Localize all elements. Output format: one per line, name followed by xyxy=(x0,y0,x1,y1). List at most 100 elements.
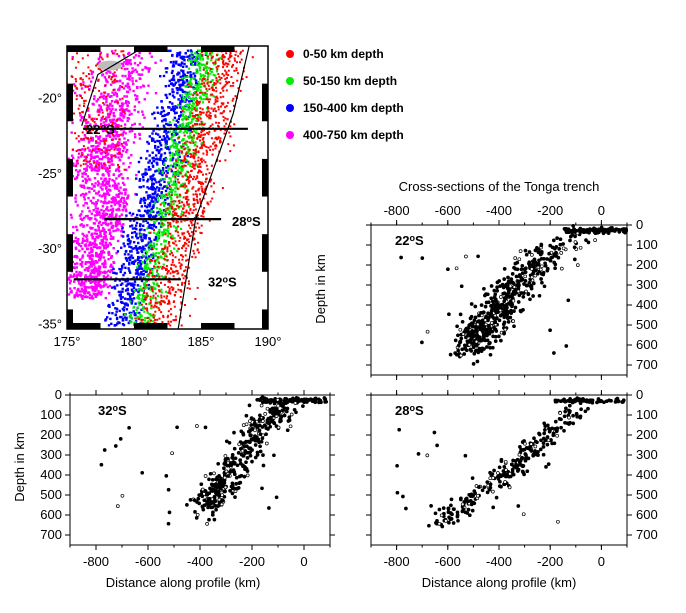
map-hypocenter xyxy=(108,284,111,288)
map-hypocenter xyxy=(162,124,166,127)
map-hypocenter xyxy=(160,256,163,259)
map-hypocenter xyxy=(185,79,188,82)
map-hypocenter xyxy=(148,209,151,212)
hypocenter-point xyxy=(506,275,510,280)
map-hypocenter xyxy=(174,187,177,190)
map-hypocenter xyxy=(93,95,96,98)
map-hypocenter xyxy=(138,298,141,301)
map-hypocenter xyxy=(167,112,170,115)
map-hypocenter xyxy=(94,207,97,210)
map-hypocenter xyxy=(95,135,98,138)
map-hypocenter xyxy=(156,318,159,321)
frame-bar-bottom xyxy=(134,323,168,329)
map-hypocenter xyxy=(180,62,184,65)
map-hypocenter xyxy=(181,165,184,168)
map-hypocenter xyxy=(166,67,169,70)
hypocenter-point xyxy=(473,304,478,309)
map-hypocenter xyxy=(114,222,118,226)
map-hypocenter xyxy=(81,57,84,60)
map-hypocenter xyxy=(194,123,196,125)
map-hypocenter xyxy=(121,74,124,78)
map-hypocenter xyxy=(93,121,96,124)
map-hypocenter xyxy=(192,86,195,89)
map-hypocenter xyxy=(189,71,192,74)
map-hypocenter xyxy=(120,124,123,127)
hypocenter-point xyxy=(475,322,480,327)
map-hypocenter xyxy=(76,173,80,176)
map-hypocenter xyxy=(83,167,86,171)
map-hypocenter xyxy=(146,194,150,197)
map-hypocenter xyxy=(94,169,97,172)
map-hypocenter xyxy=(77,287,80,291)
map-hypocenter xyxy=(159,158,162,161)
hypocenter-point xyxy=(547,251,551,256)
profile-label-28s: 28oS xyxy=(232,214,261,229)
map-hypocenter xyxy=(179,172,182,175)
map-hypocenter xyxy=(166,316,169,319)
hypocenter-point xyxy=(464,254,468,259)
map-hypocenter xyxy=(163,137,167,140)
map-hypocenter xyxy=(115,95,119,98)
map-hypocenter xyxy=(200,129,203,131)
map-hypocenter xyxy=(135,232,138,235)
map-hypocenter xyxy=(91,183,94,186)
map-hypocenter xyxy=(120,155,123,158)
hypocenter-point xyxy=(531,281,536,286)
map-hypocenter xyxy=(111,236,115,240)
map-hypocenter xyxy=(83,285,86,288)
map-hypocenter xyxy=(172,76,175,80)
hypocenter-point xyxy=(455,324,459,329)
hypocenter-point xyxy=(568,238,572,243)
map-hypocenter xyxy=(94,289,97,293)
map-hypocenter xyxy=(101,249,104,253)
map-hypocenter xyxy=(135,248,139,252)
map-hypocenter xyxy=(100,152,103,155)
hypocenter-point xyxy=(459,353,463,358)
map-hypocenter xyxy=(175,212,178,215)
map-hypocenter xyxy=(111,312,114,315)
map-hypocenter xyxy=(86,54,89,57)
map-hypocenter xyxy=(178,83,181,86)
map-hypocenter xyxy=(176,72,179,76)
map-hypocenter xyxy=(88,241,92,244)
map-hypocenter xyxy=(106,131,110,134)
map-hypocenter xyxy=(214,74,217,77)
map-hypocenter xyxy=(97,267,100,271)
hypocenter-point xyxy=(420,256,425,260)
map-hypocenter xyxy=(184,52,187,55)
map-hypocenter xyxy=(188,100,191,103)
map-hypocenter xyxy=(91,297,95,300)
map-hypocenter xyxy=(211,93,214,96)
map-hypocenter xyxy=(112,224,115,228)
map-hypocenter xyxy=(217,136,220,139)
map-hypocenter xyxy=(170,108,173,112)
map-hypocenter xyxy=(96,207,100,210)
map-hypocenter xyxy=(135,173,138,177)
map-hypocenter xyxy=(142,233,146,236)
map-hypocenter xyxy=(129,250,132,253)
hypocenter-point xyxy=(557,247,562,251)
map-hypocenter xyxy=(120,142,123,145)
map-hypocenter xyxy=(206,151,209,154)
map-hypocenter xyxy=(205,185,208,188)
map-hypocenter xyxy=(184,241,186,244)
map-hypocenter xyxy=(169,157,172,160)
map-hypocenter xyxy=(172,74,175,78)
map-hypocenter xyxy=(78,148,81,151)
map-hypocenter xyxy=(187,160,190,163)
map-hypocenter xyxy=(107,123,111,126)
hypocenter-point xyxy=(470,328,475,333)
map-hypocenter xyxy=(144,168,147,171)
hypocenter-point xyxy=(518,249,523,253)
map-hypocenter xyxy=(79,77,82,80)
map-hypocenter xyxy=(73,280,76,283)
map-hypocenter xyxy=(89,263,92,266)
map-hypocenter xyxy=(200,181,203,184)
map-hypocenter xyxy=(102,202,105,205)
map-hypocenter xyxy=(179,130,182,133)
map-hypocenter xyxy=(154,61,157,64)
map-hypocenter xyxy=(137,160,141,164)
map-hypocenter xyxy=(198,181,201,184)
map-hypocenter xyxy=(94,245,97,248)
map-hypocenter xyxy=(184,115,187,118)
